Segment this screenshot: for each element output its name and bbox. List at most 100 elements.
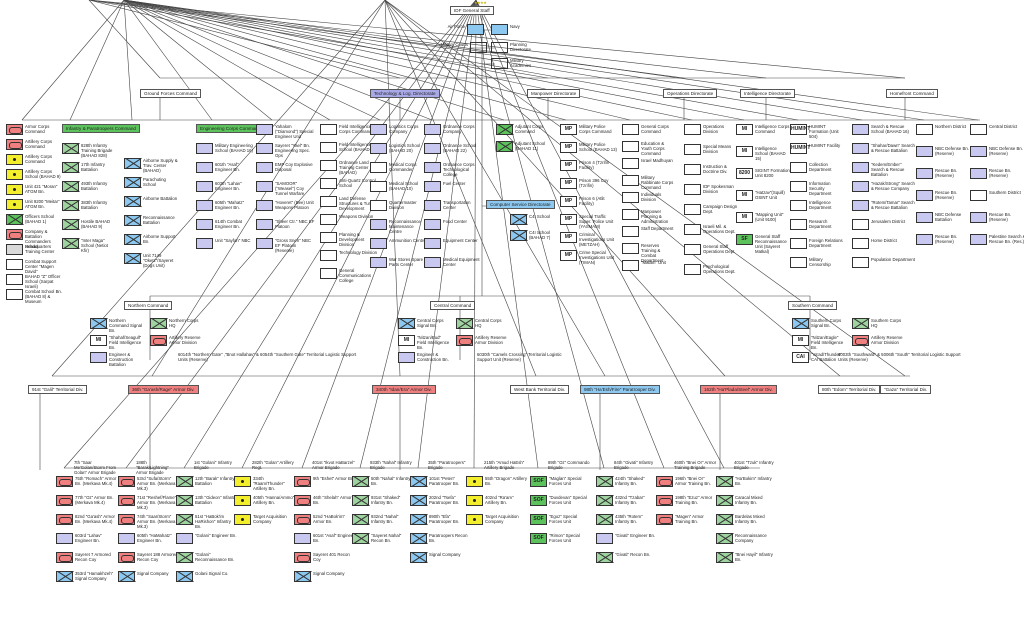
unit: MP Prison 396 Coy (Tzrifin) — [560, 178, 617, 189]
branch-header: Engineering Corps Command — [196, 124, 265, 133]
unit-label: 77th "Oz" Armor Bn. (Merkava Mk.4) — [75, 495, 114, 505]
unit-symbol-icon — [176, 570, 194, 583]
unit: "Inter Maga" School (Netiot Kfir) — [62, 237, 117, 253]
unit: 198th "Ezuz" Armor Training Bn. — [656, 495, 717, 506]
unit-label: Weapons Division — [339, 214, 374, 219]
unit: Land Defense Structures & Tunnels Develo… — [320, 196, 379, 211]
unit-symbol-icon — [196, 143, 213, 154]
unit-symbol-icon — [62, 237, 80, 250]
unit-symbol-icon: SOF — [530, 533, 547, 544]
unit-label: Food Center — [443, 219, 467, 224]
unit-label: Yahalom ("Diamond") Special Engineer Uni… — [275, 124, 314, 139]
unit: SOF "Maglan" Special Forces Unit — [530, 476, 591, 487]
unit: 424th "Shaked" Infantry Bn. — [596, 475, 657, 488]
unit-label: Artillery Reserve Armor Division — [871, 335, 903, 345]
unit-symbol-icon — [6, 199, 23, 210]
unit-symbol-icon — [6, 213, 24, 226]
unit-symbol-icon — [716, 532, 734, 545]
unit: Unit "Sayfan" NBC — [196, 238, 255, 249]
unit-label: Campaign Design Dept. — [703, 204, 738, 214]
unit-symbol-icon: 8200 — [736, 168, 753, 179]
unit-symbol-icon — [62, 199, 80, 212]
unit-symbol-icon — [196, 162, 213, 173]
unit-symbol-icon — [852, 181, 869, 192]
unit: MP Military Police School (BAHAD 13) — [560, 142, 617, 153]
directorate-operations: Operations Directorate — [663, 89, 718, 98]
unit-symbol-icon — [118, 533, 135, 544]
unit: Artillery Corps Command — [6, 139, 63, 150]
unit: Signal Company — [118, 570, 179, 583]
unit-label: "Givati" Recon Bn. — [615, 552, 651, 557]
unit-label: 435th "Rotem" Infantry Bn. — [615, 514, 643, 524]
unit-symbol-icon — [596, 551, 614, 564]
unit-label: Equipment Center — [443, 238, 478, 243]
unit-label: 932nd "Nahal" Infantry Bn. — [371, 514, 399, 524]
c4i-bahad-label: C4I School (BAHAD 7) — [529, 230, 551, 240]
unit: MP Prison 4 (Tzrifin Facility) — [560, 160, 617, 171]
unit-symbol-icon — [852, 219, 869, 230]
unit: 13th "Gideon" Infantry Battalion — [176, 494, 237, 507]
unit-label: 196th "Bnei Or" Armor Training Bn. — [675, 476, 711, 486]
unit-symbol-icon — [716, 475, 734, 488]
connector-line — [123, 0, 925, 121]
unit-label: Military Rabbinate Corps Command — [641, 175, 674, 190]
unit: Paratroopers Recon Bn. — [410, 532, 471, 545]
unit-label: "Rotem/Tamar" Search & Rescue Battalion — [871, 200, 915, 210]
unit-symbol-icon — [118, 570, 136, 583]
unit-label: Southern Corps HQ — [871, 318, 902, 328]
brigade-title: 460th "Bnei Or" Armor Training Brigade — [674, 460, 717, 470]
unit: NBC Defense Bn. (Reserve) — [970, 146, 1024, 157]
unit-label: Intelligence School (BAHAD 15) — [755, 146, 786, 161]
connector-line — [69, 0, 125, 121]
unit-label: 383th Infantry Battalion — [81, 200, 108, 210]
unit: Ordnance School (BAHAD 22) — [424, 143, 481, 154]
unit-symbol-icon — [716, 513, 734, 526]
unit: Reserves Training & Combat Department — [622, 243, 675, 263]
unit: SOF "Rimon" Special Forces Unit — [530, 533, 591, 544]
unit: Equipment Center — [424, 238, 481, 249]
unit-label: Ordnance Corps Company — [443, 124, 475, 134]
unit-label: Collection Department — [809, 162, 832, 172]
unit: Education & Youth Corps Command — [622, 141, 675, 156]
unit: Ordnance Corps Company — [424, 124, 481, 135]
connector-line — [123, 0, 273, 121]
unit: Northern Corps HQ — [150, 317, 203, 330]
unit-label: "Inter Maga" School (Netiot Kfir) — [81, 238, 108, 253]
unit-symbol-icon — [352, 475, 370, 488]
unit: 82nd "Ga'ash" Armor Bn. (Merkava Mk.4) — [56, 514, 117, 525]
connector-line — [384, 0, 726, 377]
unit: 334th "Raam/Thunder" Artillery Bn. — [234, 476, 295, 491]
unit-label: Northern Command Signal Bn. — [109, 318, 142, 333]
unit-label: HUMINT Formation (Unit 504) — [809, 124, 839, 139]
unit-symbol-icon — [596, 475, 614, 488]
division-gaza: "Gaza" Territorial Div. — [880, 385, 932, 394]
symbol-text: HUMINT — [791, 145, 811, 151]
unit-label: Parachuting School — [143, 177, 166, 187]
unit: 17th Infantry Battalion — [62, 161, 117, 174]
unit-symbol-icon — [124, 252, 142, 265]
unit: MP Prison 6 (Atlit Facility) — [560, 196, 617, 207]
unit-label: Prison 6 (Atlit Facility) — [579, 196, 605, 206]
unit-label: IDF Spokesman Division — [703, 184, 734, 194]
unit-label: 13th "Gideon" Infantry Battalion — [195, 495, 237, 505]
unit: Medical Corps Commander — [370, 162, 427, 173]
unit-label: 353rd "Hamakhzeh" Signal Company — [75, 571, 114, 581]
unit-symbol-icon — [234, 476, 251, 487]
unit: 931st "Shaked" Infantry Bn. — [352, 494, 413, 507]
unit: Combat Support Center "Magen David" — [6, 259, 63, 274]
navy-label: Navy — [510, 24, 520, 29]
unit-symbol-icon — [150, 335, 167, 346]
unit-symbol-icon — [294, 495, 311, 506]
unit: Sayeret 188 Armored Recon Coy — [118, 552, 179, 563]
unit-symbol-icon — [970, 168, 987, 179]
unit-label: "Ha'Bokim" Infantry Bn. — [735, 476, 772, 486]
unit-label: "Golani" Reconnaissance Bn. — [195, 552, 235, 562]
unit-symbol-icon — [790, 181, 807, 192]
academies-icon — [491, 58, 508, 69]
unit-symbol-icon — [424, 143, 441, 154]
unit-label: Signal Company — [313, 571, 345, 576]
unit-label: Israel Madhuyan — [641, 158, 673, 163]
unit-symbol-icon — [398, 352, 415, 363]
unit: 603th "Lahav" Engineer Bn. — [196, 181, 255, 192]
